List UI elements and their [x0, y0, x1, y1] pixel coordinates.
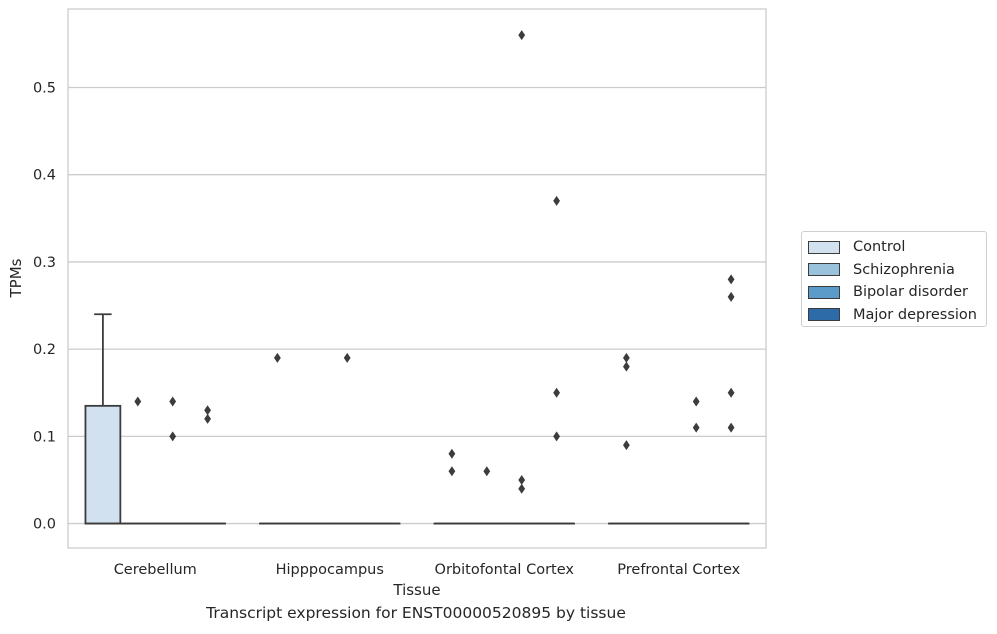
outlier-point [727, 422, 735, 433]
grid-lines [68, 86, 766, 525]
box-body [84, 404, 122, 525]
y-tick-label: 0.4 [33, 168, 56, 184]
x-tick-label: Orbitofontal Cortex [435, 562, 575, 578]
legend-label: Major depression [853, 306, 977, 323]
outlier-point [692, 422, 700, 433]
legend: Control Schizophrenia Bipolar disorder Majo… [801, 231, 987, 327]
outlier-point [727, 274, 735, 285]
outlier-point [692, 396, 700, 407]
outlier-point [553, 387, 560, 398]
outlier-point [553, 431, 560, 442]
legend-item: Control [808, 236, 986, 259]
legend-swatch [808, 285, 840, 299]
legend-label: Bipolar disorder [853, 284, 968, 301]
y-tick-label: 0.2 [33, 342, 56, 358]
outlier-point [204, 405, 211, 416]
outlier-point [623, 361, 630, 372]
legend-swatch [808, 240, 840, 254]
outlier-point [518, 30, 526, 41]
outlier-point [134, 396, 142, 407]
box-series [84, 313, 750, 525]
legend-swatch [808, 263, 840, 277]
y-tick-label: 0.1 [33, 429, 56, 445]
y-tick-label: 0.5 [33, 80, 56, 96]
outlier-point [343, 352, 351, 363]
outlier-point [274, 352, 281, 363]
legend-label: Schizophrenia [853, 261, 955, 278]
outlier-point [727, 291, 735, 302]
x-axis-title: Tissue [392, 581, 440, 599]
plot-area-frame [67, 8, 767, 549]
outlier-point [518, 483, 526, 494]
outlier-points [134, 30, 735, 494]
legend-item: Bipolar disorder [808, 281, 986, 304]
box-control [84, 313, 122, 525]
outlier-point [448, 448, 456, 459]
legend-item: Major depression [808, 304, 986, 327]
chart-caption: Transcript expression for ENST0000052089… [206, 604, 626, 622]
x-tick-label: Hipppocampus [276, 562, 384, 578]
y-axis-title: TPMs [7, 258, 25, 298]
legend-label: Control [853, 239, 906, 256]
outlier-point [727, 387, 735, 398]
outlier-point [518, 474, 526, 485]
x-axis-tick-labels: Cerebellum Hipppocampus Orbitofontal Corte… [114, 562, 741, 578]
legend-item: Schizophrenia [808, 259, 986, 282]
legend-swatch [808, 308, 840, 322]
outlier-point [169, 431, 177, 442]
outlier-point [623, 440, 630, 451]
y-tick-label: 0.0 [33, 517, 56, 533]
outlier-point [204, 413, 211, 424]
x-tick-label: Cerebellum [114, 562, 197, 578]
outlier-point [483, 466, 491, 477]
outlier-point [553, 195, 560, 206]
y-tick-label: 0.3 [33, 255, 56, 271]
x-tick-label: Prefrontal Cortex [617, 562, 740, 578]
outlier-point [169, 396, 177, 407]
y-axis-tick-labels: 0.0 0.1 0.2 0.3 0.4 0.5 [33, 80, 56, 532]
outlier-point [623, 352, 630, 363]
outlier-point [448, 466, 456, 477]
